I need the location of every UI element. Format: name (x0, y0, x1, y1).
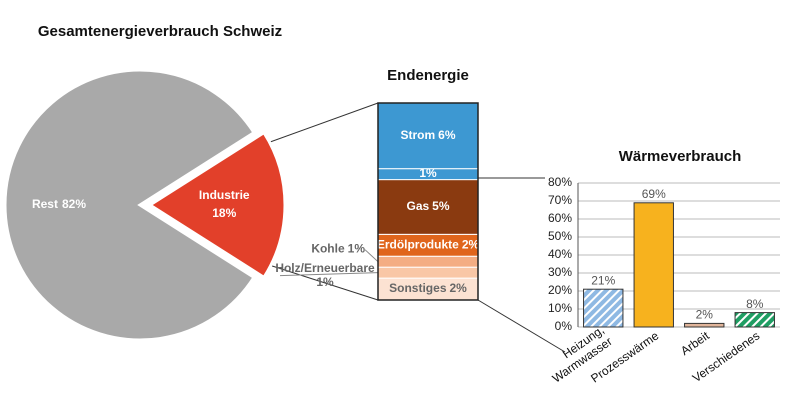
zoom-line (265, 263, 379, 301)
segment-label: Holz/Erneuerbare (275, 261, 375, 275)
y-tick-label: 10% (548, 301, 572, 315)
segment-label-group: Erdölprodukte 2% (377, 237, 480, 251)
segment-label-group: 1% (419, 166, 437, 180)
segment-label: Strom (400, 128, 435, 142)
pie-slice (147, 130, 287, 280)
segment-label-group: Kohle 1% (311, 242, 365, 256)
segment-value-label: 6% (438, 128, 456, 142)
segment-value-label: 2% (462, 237, 480, 251)
slice-value-label: 82% (62, 197, 86, 211)
slice-value-label: 18% (212, 206, 236, 220)
bar (633, 202, 674, 328)
pie-slice (3, 68, 257, 342)
stack-segment (377, 255, 479, 268)
stack-segment (377, 102, 479, 170)
y-tick-label: 30% (548, 265, 572, 279)
y-tick-label: 40% (548, 247, 572, 261)
segment-label: Erdölprodukte (377, 237, 459, 251)
y-tick-label: 70% (548, 193, 572, 207)
bar (583, 288, 624, 328)
chart-title: Endenergie (387, 67, 469, 84)
segment-label: Kohle (311, 242, 345, 256)
slice-label-group: Rest 82% (32, 197, 86, 211)
value-label: 2% (696, 308, 714, 322)
segment-value-label: 1% (348, 242, 366, 256)
segment-value-label: 2% (450, 281, 468, 295)
segment-label-group: Strom 6% (400, 128, 455, 142)
segment-value-label: 1% (419, 166, 437, 180)
value-label: 21% (591, 273, 615, 287)
segment-label-group: Gas 5% (406, 199, 449, 213)
chart-title: Gesamtenergieverbrauch Schweiz (38, 23, 282, 40)
leader-line (279, 272, 379, 277)
slice-label: Industrie (199, 188, 250, 202)
chart-title: Wärmeverbrauch (619, 148, 742, 165)
segment-value-label: 5% (432, 199, 450, 213)
stack-outline (377, 102, 479, 301)
segment-label-group: Sonstiges 2% (389, 281, 467, 295)
stack-segment (377, 179, 479, 235)
y-tick-label: 80% (548, 175, 572, 189)
bar (734, 312, 775, 328)
value-label: 69% (642, 187, 666, 201)
bar (684, 322, 725, 328)
slice-label: Rest (32, 197, 58, 211)
leader-line (364, 249, 379, 263)
y-tick-label: 0% (555, 319, 573, 333)
segment-label: Gas (406, 199, 429, 213)
zoom-line (477, 299, 566, 353)
y-tick-label: 50% (548, 229, 572, 243)
stack-segment (377, 266, 479, 279)
segment-value-label: 1% (316, 275, 334, 289)
y-tick-label: 20% (548, 283, 572, 297)
y-tick-label: 60% (548, 211, 572, 225)
value-label: 8% (746, 297, 764, 311)
segment-label: Sonstiges (389, 281, 447, 295)
x-tick-label: Arbeit (678, 328, 712, 358)
